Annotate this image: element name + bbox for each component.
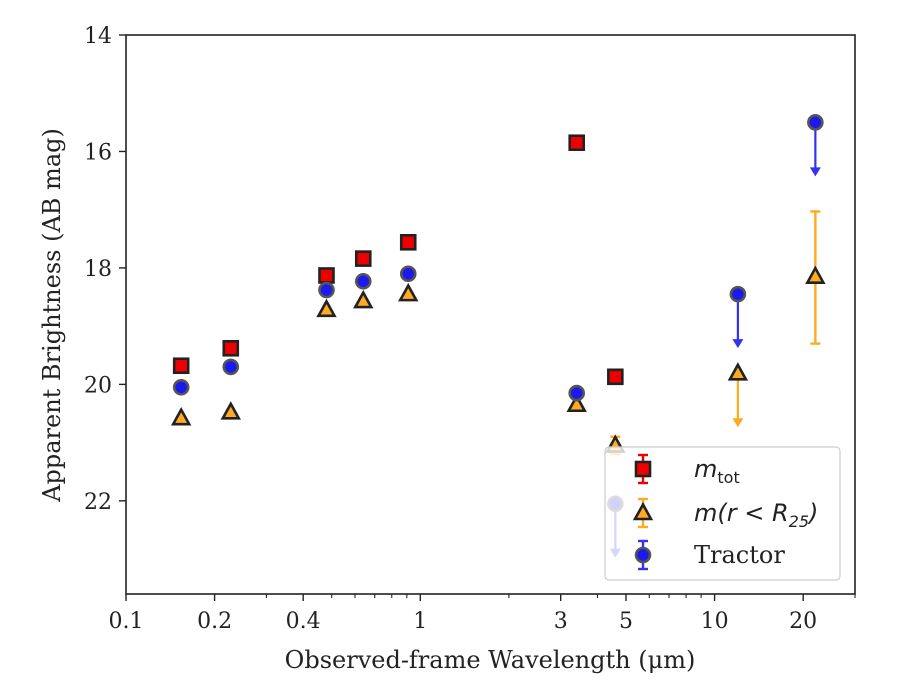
y-tick-label: 22: [84, 490, 112, 515]
m-r25-point: [316, 298, 337, 318]
tractor-point: [172, 378, 190, 396]
m-r25-marker: [727, 362, 749, 381]
m-tot-point: [318, 267, 335, 284]
m-tot-series: [172, 134, 624, 386]
m-r25-marker: [170, 406, 192, 426]
tractor-marker: [354, 273, 372, 290]
m-tot-marker: [318, 267, 335, 284]
m-r25-marker: [566, 393, 587, 413]
legend-marker: [634, 460, 652, 478]
m-tot-point: [607, 368, 624, 386]
tractor-marker: [172, 378, 190, 396]
legend-marker: [632, 501, 654, 521]
m-r25-point: [727, 362, 749, 428]
tractor-marker: [807, 114, 824, 131]
tractor-marker: [729, 285, 747, 303]
tractor-point: [807, 114, 824, 177]
tractor-point: [354, 273, 372, 290]
m-r25-point: [353, 289, 374, 309]
x-tick-label: 0.4: [286, 609, 321, 634]
legend-label: mtot: [694, 455, 740, 487]
m-tot-marker: [399, 233, 417, 251]
legend: mtot m(r < R25) Tractor: [604, 446, 841, 581]
data-marks: [170, 114, 826, 558]
x-tick-label: 3: [554, 609, 568, 634]
m-tot-marker: [568, 134, 586, 152]
m-r25-point: [220, 401, 241, 420]
m-r25-marker: [353, 289, 374, 309]
m-tot-point: [354, 250, 372, 267]
tractor-point: [729, 285, 747, 349]
m-tot-marker: [354, 250, 372, 267]
m-tot-point: [568, 134, 586, 152]
legend-label-subscript: 25: [789, 512, 809, 531]
plot-frame: [125, 34, 856, 595]
legend-entry-tractor: Tractor: [634, 539, 785, 571]
m-r25-point: [170, 406, 192, 426]
m-tot-point: [222, 339, 240, 357]
m-tot-marker: [607, 368, 624, 386]
legend-label-main: Tractor: [694, 541, 785, 569]
tractor-point: [568, 384, 586, 402]
m-tot-marker: [222, 339, 240, 357]
tractor-marker: [568, 384, 586, 402]
axis-ticks: 0.1 0.2 0.4 1 3 5 10 20 14 16 18 20 22: [84, 24, 856, 634]
legend-label-main: m: [694, 455, 717, 483]
x-tick-label: 20: [789, 609, 817, 634]
x-tick-label: 0.1: [109, 609, 144, 634]
x-tick-label: 10: [701, 609, 729, 634]
tractor-marker: [222, 358, 240, 376]
tractor-point: [399, 265, 417, 283]
tractor-series: [172, 114, 824, 558]
limit-arrow-head: [809, 167, 821, 177]
y-axis-title: Apparent Brightness (AB mag): [38, 128, 66, 503]
y-tick-label: 20: [84, 373, 112, 398]
x-tick-label: 1: [413, 609, 427, 634]
tractor-point: [222, 358, 240, 376]
m-tot-point: [172, 357, 190, 375]
legend-label: m(r < R25): [694, 499, 818, 531]
limit-arrow-head: [732, 418, 744, 428]
legend-entry-m-tot: mtot: [634, 453, 740, 487]
legend-box: [604, 446, 841, 581]
legend-label: Tractor: [694, 541, 785, 569]
m-r25-point: [805, 210, 826, 345]
legend-marker: [634, 546, 652, 564]
y-tick-label: 18: [84, 257, 112, 282]
m-r25-marker: [805, 265, 826, 284]
legend-entry-m-r25: m(r < R25): [632, 497, 818, 531]
legend-label-main: m(r < R: [694, 499, 789, 527]
m-r25-marker: [398, 282, 419, 302]
limit-arrow-head: [732, 339, 744, 349]
m-tot-point: [399, 233, 417, 251]
tractor-marker: [318, 281, 335, 299]
legend-label-tail: ): [807, 499, 818, 527]
m-r25-point: [398, 282, 419, 302]
y-tick-label: 16: [84, 140, 112, 165]
tractor-point: [318, 281, 335, 299]
y-tick-label: 14: [84, 24, 112, 49]
m-r25-marker: [220, 401, 241, 420]
m-tot-marker: [172, 357, 190, 375]
x-axis-title: Observed-frame Wavelength (μm): [285, 646, 696, 674]
upper-limit-arrow: [732, 373, 744, 428]
x-tick-label: 0.2: [197, 609, 232, 634]
legend-label-subscript: tot: [717, 468, 739, 487]
tractor-marker: [399, 265, 417, 283]
x-tick-label: 5: [619, 609, 633, 634]
m-r25-point: [566, 393, 587, 413]
m-r25-marker: [316, 298, 337, 318]
